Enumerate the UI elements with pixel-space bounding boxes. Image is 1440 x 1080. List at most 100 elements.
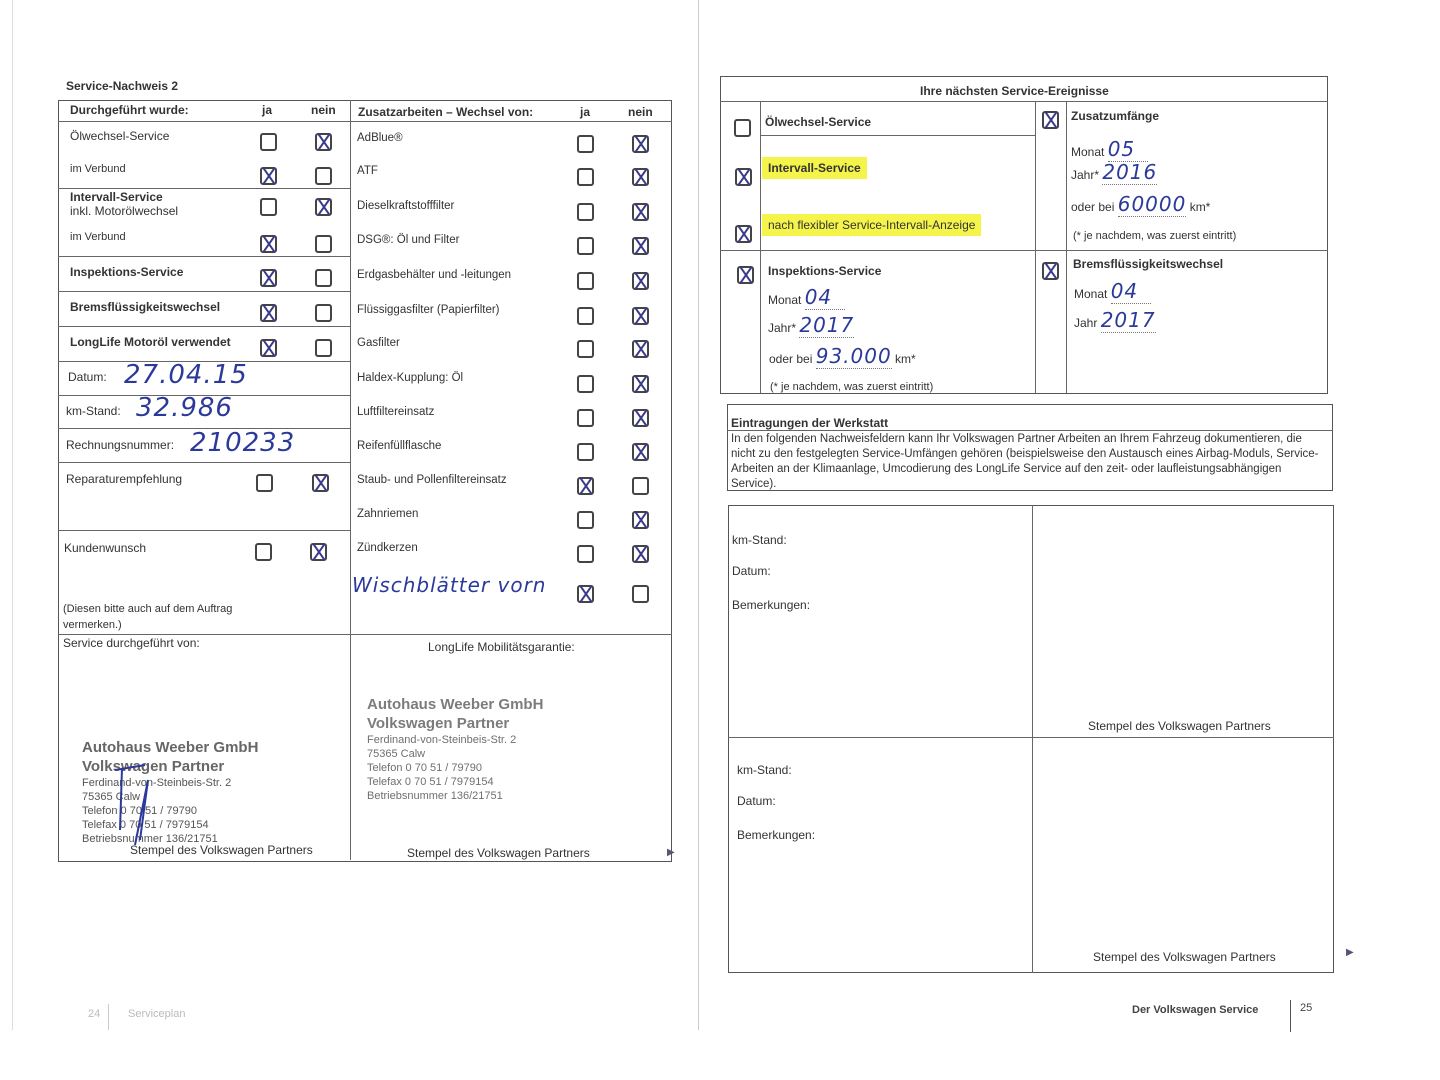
nein-checkbox[interactable] — [632, 203, 649, 221]
nein-checkbox[interactable] — [632, 168, 649, 186]
ja-checkbox[interactable] — [577, 375, 594, 393]
dealer-stamp: Autohaus Weeber GmbH Volkswagen Partner … — [82, 739, 259, 845]
ja-checkbox[interactable] — [577, 237, 594, 255]
werkstatt-title: Eintragungen der Werkstatt — [731, 416, 889, 430]
ja-checkbox[interactable] — [577, 585, 594, 603]
next-page-arrow-icon: ▶ — [1346, 947, 1354, 958]
service-row-label: Intervall-Service — [70, 190, 163, 204]
nein-checkbox[interactable] — [632, 375, 649, 393]
inspektion-note: (* je nachdem, was zuerst eintritt) — [770, 381, 934, 393]
intervall-label: Intervall-Service — [762, 157, 867, 179]
stamp-caption-left: Stempel des Volkswagen Partners — [130, 843, 313, 857]
left-header-nein: nein — [311, 103, 336, 117]
ja-checkbox[interactable] — [260, 304, 277, 322]
ja-checkbox[interactable] — [577, 307, 594, 325]
nein-checkbox[interactable] — [315, 133, 332, 151]
nein-checkbox[interactable] — [315, 269, 332, 287]
nein-checkbox[interactable] — [632, 545, 649, 563]
ja-checkbox[interactable] — [577, 477, 594, 495]
nein-checkbox[interactable] — [315, 339, 332, 357]
dealer-stamp-mobility: Autohaus Weeber GmbH Volkswagen Partner … — [367, 696, 544, 802]
next-page-arrow-icon: ▶ — [667, 847, 675, 858]
nein-checkbox[interactable] — [632, 443, 649, 461]
nein-checkbox[interactable] — [632, 307, 649, 325]
service-record-table — [58, 100, 672, 862]
nein-checkbox[interactable] — [315, 167, 332, 185]
reparatur-label: Reparaturempfehlung — [66, 472, 183, 486]
nein-checkbox[interactable] — [632, 340, 649, 358]
ja-checkbox[interactable] — [260, 133, 277, 151]
zusatz-note: (* je nachdem, was zuerst eintritt) — [1073, 230, 1237, 242]
nein-checkbox[interactable] — [632, 511, 649, 529]
nein-checkbox[interactable] — [632, 237, 649, 255]
nein-checkbox[interactable] — [632, 135, 649, 153]
nein-checkbox[interactable] — [632, 409, 649, 427]
service-row-label: Bremsflüssigkeitswechsel — [70, 300, 221, 314]
brems-monat: Monat 04 — [1074, 279, 1151, 304]
oelwechsel-label: Ölwechsel-Service — [765, 115, 872, 129]
ja-checkbox[interactable] — [577, 511, 594, 529]
zusatz-label: Zusatzumfänge — [1071, 109, 1160, 123]
right-header-label: Zusatzarbeiten – Wechsel von: — [358, 105, 534, 119]
service-row-sublabel: inkl. Motorölwechsel — [70, 204, 179, 218]
inspektion-label: Inspektions-Service — [768, 264, 882, 278]
reparatur-nein-checkbox[interactable] — [312, 474, 329, 492]
next-events-header: Ihre nächsten Service-Ereignisse — [920, 84, 1109, 98]
right-header-ja: ja — [580, 105, 591, 119]
reparatur-ja-checkbox[interactable] — [256, 474, 273, 492]
intervall-checkbox[interactable] — [735, 168, 752, 186]
oelwechsel-checkbox[interactable] — [734, 119, 751, 137]
page-title: Service-Nachweis 2 — [66, 79, 179, 93]
ja-checkbox[interactable] — [577, 443, 594, 461]
footer-section-left: Serviceplan — [128, 1008, 186, 1020]
brems-checkbox[interactable] — [1042, 262, 1059, 280]
zusatz-monat: Monat 05 — [1071, 137, 1148, 162]
ja-checkbox[interactable] — [577, 272, 594, 290]
km-label: km-Stand: — [66, 404, 121, 418]
entry1-stamp-caption: Stempel des Volkswagen Partners — [1088, 719, 1271, 733]
km-value: 32.986 — [136, 393, 233, 423]
additional-work-label: Gasfilter — [357, 337, 400, 349]
inspektion-km: oder bei 93.000 km* — [769, 344, 916, 369]
ja-checkbox[interactable] — [577, 203, 594, 221]
flexibel-checkbox[interactable] — [735, 225, 752, 243]
ja-checkbox[interactable] — [577, 340, 594, 358]
ja-checkbox[interactable] — [577, 409, 594, 427]
entry1-bemerkungen-label: Bemerkungen: — [732, 598, 811, 612]
ja-checkbox[interactable] — [260, 235, 277, 253]
ja-checkbox[interactable] — [260, 167, 277, 185]
inspektion-monat: Monat 04 — [768, 285, 845, 310]
nein-checkbox[interactable] — [632, 585, 649, 603]
page-edge — [12, 0, 13, 1030]
inspektion-checkbox[interactable] — [737, 266, 754, 284]
ja-checkbox[interactable] — [577, 545, 594, 563]
kundenwunsch-ja-checkbox[interactable] — [255, 543, 272, 561]
additional-work-label: Luftfiltereinsatz — [357, 406, 435, 418]
nein-checkbox[interactable] — [632, 477, 649, 495]
ja-checkbox[interactable] — [577, 135, 594, 153]
nein-checkbox[interactable] — [315, 198, 332, 216]
additional-work-label: Erdgasbehälter und -leitungen — [357, 269, 512, 281]
ja-checkbox[interactable] — [260, 269, 277, 287]
nein-checkbox[interactable] — [315, 235, 332, 253]
ja-checkbox[interactable] — [260, 339, 277, 357]
stamp-caption-mobility: Stempel des Volkswagen Partners — [407, 846, 590, 860]
brems-jahr: Jahr 2017 — [1074, 308, 1156, 333]
entry1-datum-label: Datum: — [732, 564, 771, 578]
additional-work-label: Staub- und Pollenfiltereinsatz — [357, 474, 507, 486]
next-service-events-box — [720, 76, 1328, 394]
footer-section-right: Der Volkswagen Service — [1132, 1004, 1259, 1016]
additional-work-label: Flüssiggasfilter (Papierfilter) — [357, 304, 500, 316]
nein-checkbox[interactable] — [632, 272, 649, 290]
service-row-label: im Verbund — [70, 231, 126, 243]
brems-label: Bremsflüssigkeitswechsel — [1073, 257, 1224, 271]
kundenwunsch-nein-checkbox[interactable] — [310, 543, 327, 561]
additional-work-label: ATF — [357, 165, 378, 177]
ja-checkbox[interactable] — [260, 198, 277, 216]
ja-checkbox[interactable] — [577, 168, 594, 186]
footer-page-left: 24 — [88, 1008, 101, 1020]
entry2-km-label: km-Stand: — [737, 763, 792, 777]
nein-checkbox[interactable] — [315, 304, 332, 322]
zusatz-checkbox[interactable] — [1042, 111, 1059, 129]
rechnung-value: 210233 — [190, 428, 296, 458]
